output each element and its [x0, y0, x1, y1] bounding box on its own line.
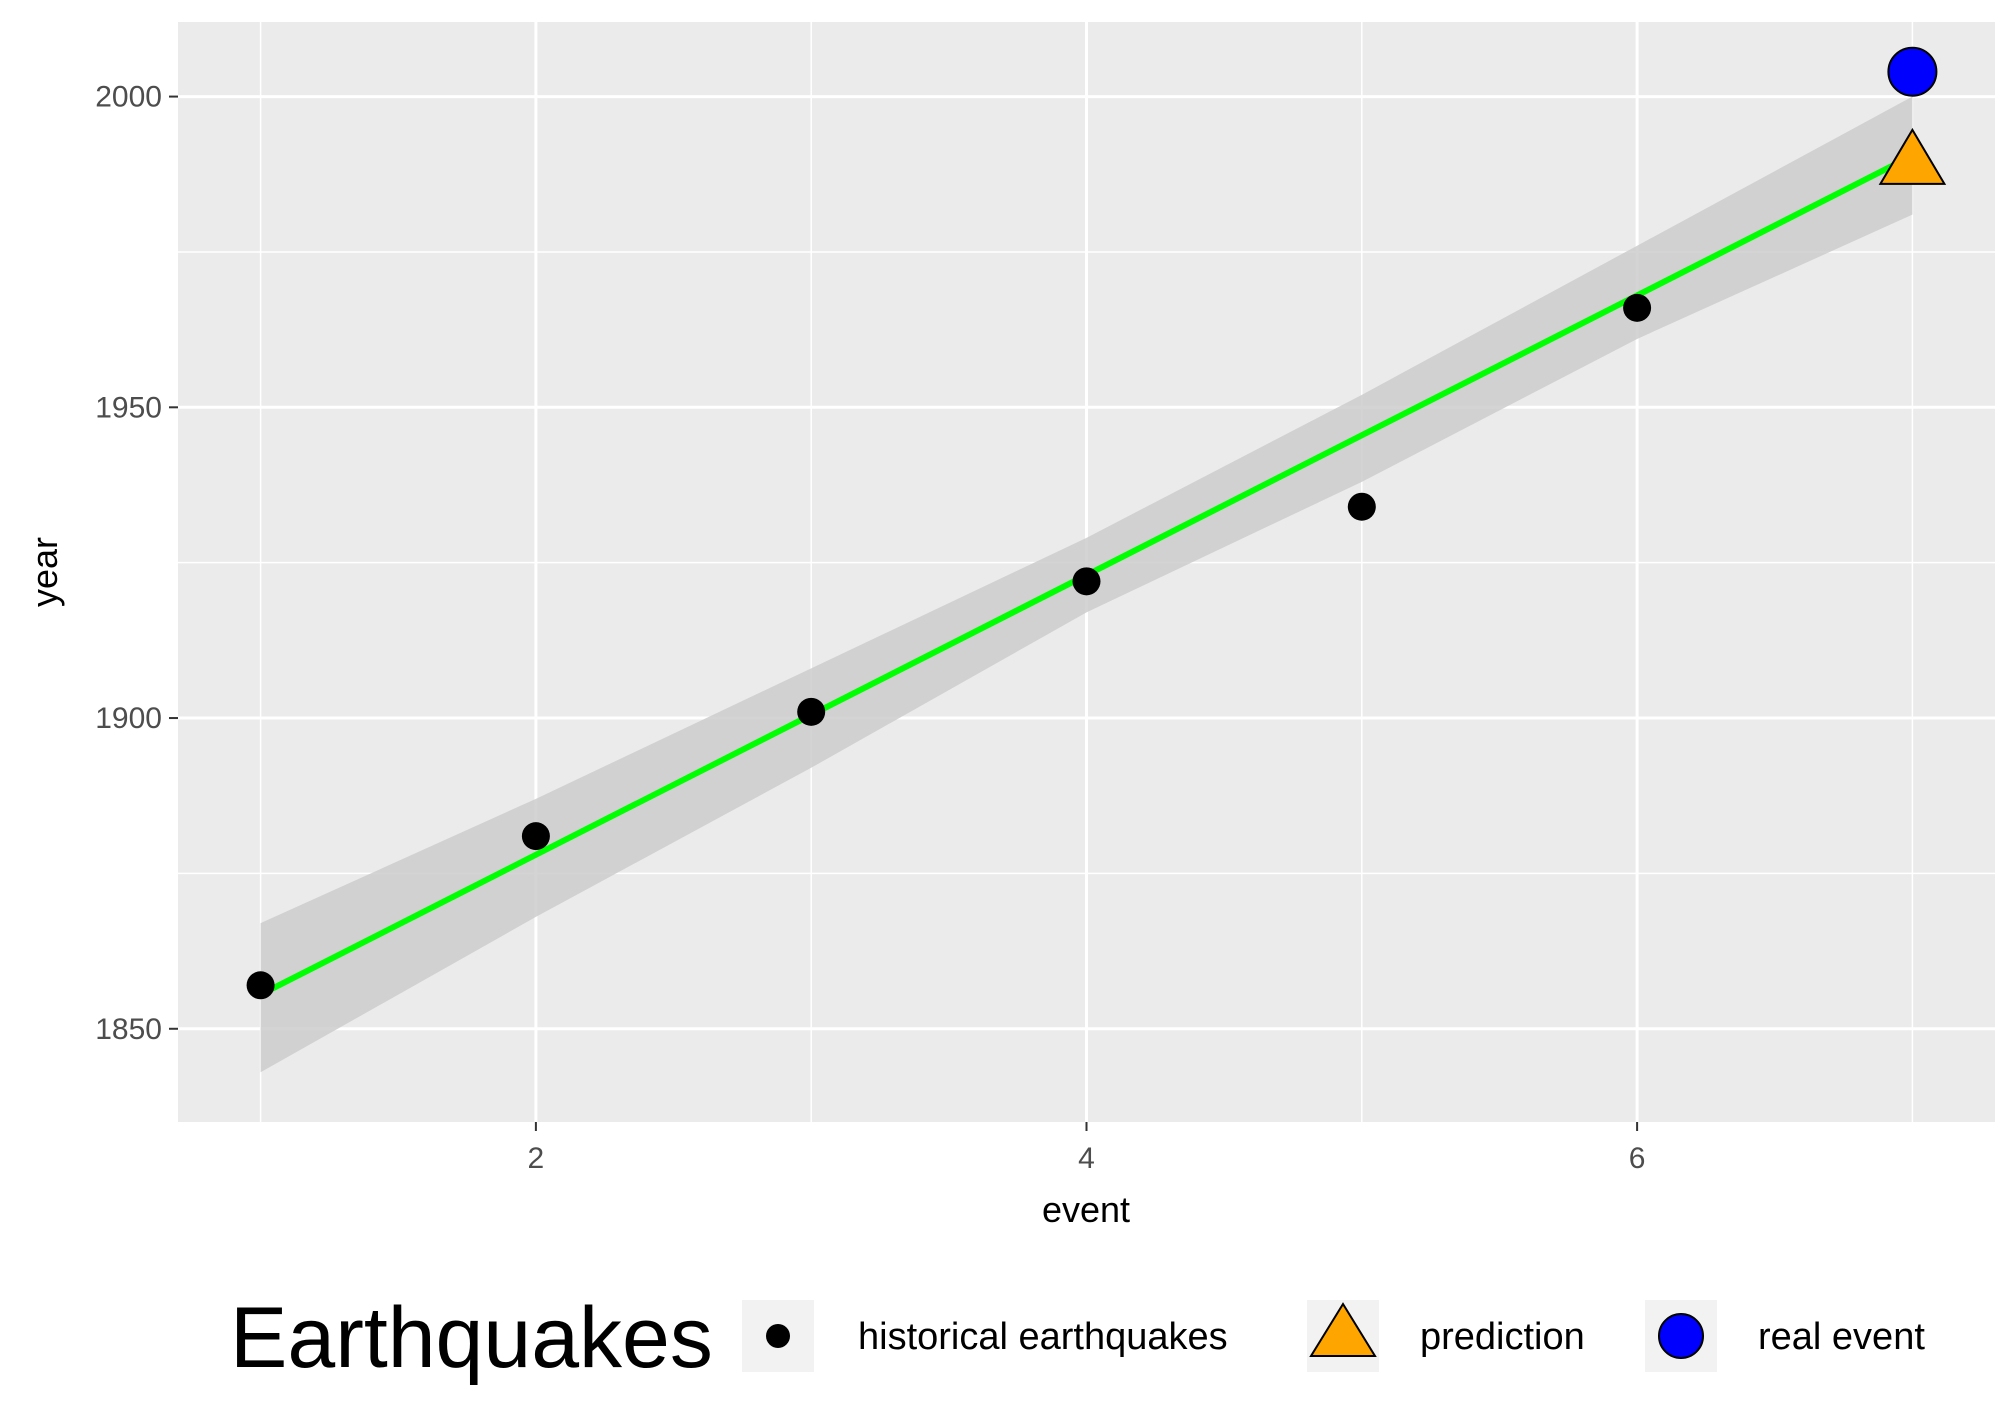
historical-earthquake-point	[1623, 293, 1652, 322]
y-tick-label: 1850	[95, 1013, 162, 1046]
legend-key-prediction	[1309, 1302, 1377, 1357]
x-axis-title: event	[1042, 1189, 1130, 1230]
historical-earthquake-point	[797, 697, 826, 726]
legend-key-historical-earthquakes	[766, 1324, 790, 1348]
x-tick-label: 4	[1078, 1142, 1095, 1175]
legend: Earthquakes historical earthquakes predi…	[230, 1290, 1925, 1386]
y-tick-label: 2000	[95, 81, 162, 114]
x-tick-label: 2	[528, 1142, 545, 1175]
legend-label-prediction: prediction	[1420, 1316, 1585, 1358]
legend-label-historical-earthquakes: historical earthquakes	[858, 1316, 1228, 1358]
y-tick-label: 1900	[95, 702, 162, 735]
real-event-point	[1887, 46, 1938, 97]
legend-label-real-event: real event	[1758, 1316, 1925, 1358]
historical-earthquake-point	[246, 971, 275, 1000]
prediction-point	[1878, 127, 1947, 185]
y-axis-title: year	[24, 537, 65, 607]
y-tick-label: 1950	[95, 391, 162, 424]
legend-key-real-event	[1658, 1313, 1704, 1359]
x-tick-label: 6	[1629, 1142, 1646, 1175]
legend-title: Earthquakes	[230, 1290, 713, 1386]
points-layer	[246, 46, 1947, 1000]
major-gridlines	[178, 22, 1995, 1122]
historical-earthquake-point	[521, 822, 550, 851]
historical-earthquake-point	[1072, 567, 1101, 596]
axis-ticks: 2 4 6 1850 1900 1950 2000	[95, 81, 1645, 1175]
historical-earthquake-point	[1347, 492, 1376, 521]
